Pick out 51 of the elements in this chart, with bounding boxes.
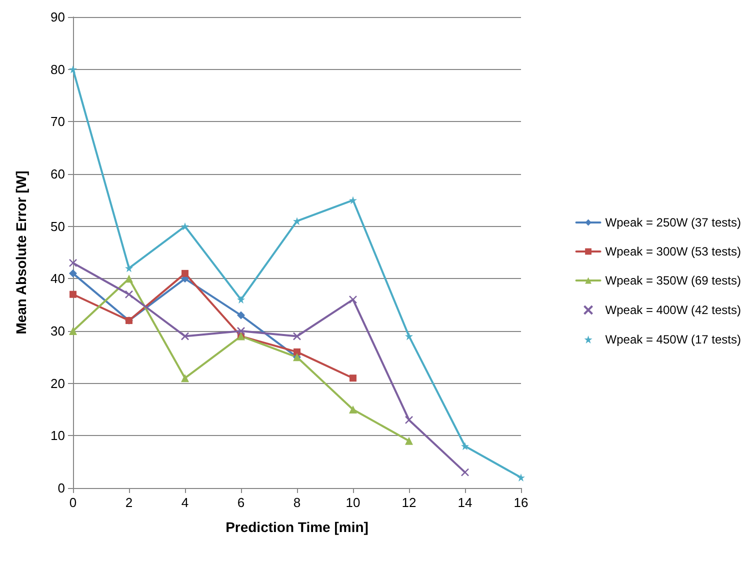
y-tick-label: 0 bbox=[58, 480, 65, 496]
point bbox=[349, 406, 357, 414]
point bbox=[405, 332, 413, 340]
point bbox=[124, 290, 134, 299]
point bbox=[404, 416, 414, 424]
legend-label: Wpeak = 250W (37 tests) bbox=[605, 216, 742, 230]
x-tick-label: 16 bbox=[514, 495, 528, 510]
point bbox=[68, 258, 78, 268]
y-tick-label: 70 bbox=[50, 114, 65, 130]
point bbox=[349, 196, 357, 204]
point bbox=[237, 311, 245, 320]
point bbox=[294, 348, 300, 356]
point bbox=[180, 332, 190, 340]
point bbox=[125, 274, 133, 283]
y-tick-label: 60 bbox=[50, 166, 65, 182]
y-tick-label: 30 bbox=[50, 324, 65, 338]
point bbox=[236, 326, 246, 336]
y-tick-label: 40 bbox=[50, 271, 65, 286]
point bbox=[460, 468, 470, 476]
point bbox=[461, 442, 469, 450]
y-axis-title: Mean Absolute Error [W] bbox=[13, 170, 29, 334]
point bbox=[348, 295, 358, 304]
x-tick-label: 6 bbox=[237, 495, 245, 510]
y-tick-label: 50 bbox=[50, 218, 65, 234]
x-tick-label: 10 bbox=[346, 495, 360, 510]
x-tick-label: 14 bbox=[458, 495, 472, 510]
x-axis-title: Prediction Time [min] bbox=[226, 519, 368, 535]
legend-label: Wpeak = 400W (42 tests) bbox=[605, 303, 742, 317]
x-tick-label: 12 bbox=[402, 495, 416, 510]
y-tick-label: 10 bbox=[50, 428, 65, 444]
legend-label: Wpeak = 350W (69 tests) bbox=[605, 274, 742, 288]
point bbox=[405, 436, 413, 445]
point bbox=[292, 332, 302, 340]
legend-label: Wpeak = 450W (17 tests) bbox=[605, 332, 742, 346]
y-tick-label: 20 bbox=[50, 376, 65, 391]
legend-label: Wpeak = 300W (53 tests) bbox=[605, 244, 742, 258]
x-tick-label: 8 bbox=[293, 495, 301, 510]
point bbox=[182, 270, 188, 277]
point bbox=[181, 222, 189, 230]
x-tick-label: 0 bbox=[69, 495, 77, 510]
point bbox=[293, 217, 301, 226]
y-tick-label: 90 bbox=[50, 10, 65, 24]
point bbox=[181, 374, 189, 382]
x-tick-label: 2 bbox=[125, 495, 133, 510]
y-tick-label: 80 bbox=[50, 62, 65, 77]
point bbox=[237, 296, 245, 304]
x-tick-label: 4 bbox=[181, 495, 189, 510]
point bbox=[125, 264, 133, 272]
point bbox=[350, 374, 356, 382]
point bbox=[70, 290, 76, 298]
point bbox=[517, 474, 525, 482]
